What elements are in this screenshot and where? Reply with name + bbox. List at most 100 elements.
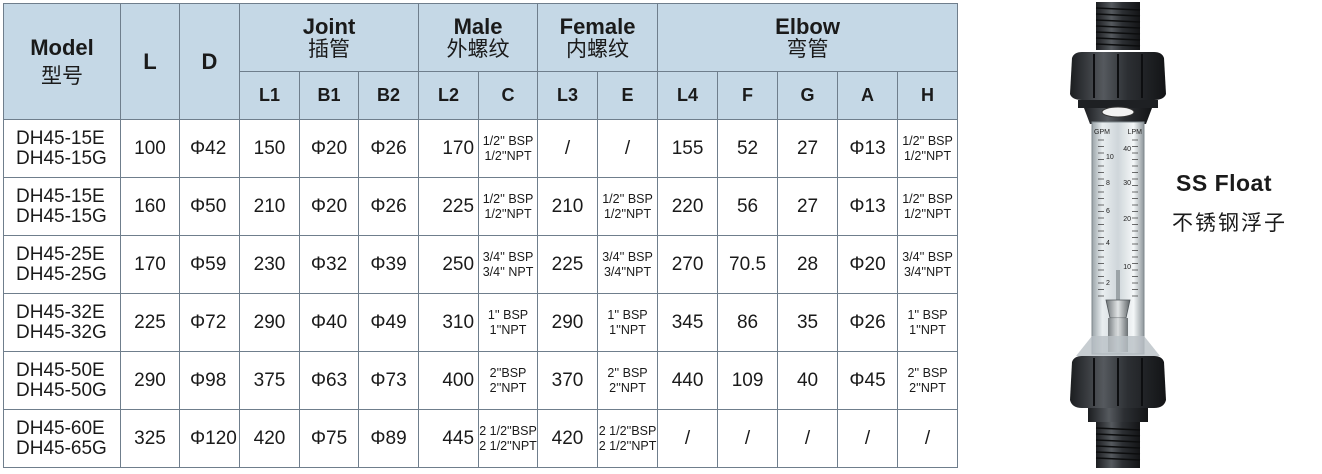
cell-d: Φ72 [179,293,240,352]
lpm-tick-label: 30 [1123,180,1131,187]
brand-badge [1101,106,1135,118]
cell-b2: Φ26 [357,177,420,236]
thread-spec: 1''NPT [609,322,646,337]
model-code: DH45-15G [16,205,107,227]
cell-b1: Φ32 [299,235,359,294]
model-code: DH45-15E [16,127,105,149]
table-row: DH45-15E DH45-15G 100 Φ42 150 Φ20 Φ26 170 1/2'' … [3,119,959,178]
cell-e: 3/4'' BSP 3/4''NPT [597,235,659,294]
cell-b2: Φ26 [357,119,420,178]
header-female-cn: 内螺纹 [566,37,630,61]
model-code: DH45-25G [16,263,107,285]
cell-g: 27 [777,119,839,178]
table-row: DH45-25E DH45-25G 170 Φ59 230 Φ32 Φ39 250 3/4'' … [3,235,959,294]
cell-l4: 270 [657,235,719,294]
header-joint: Joint 插管 [238,3,420,72]
header-female: Female 内螺纹 [537,3,659,72]
header-L2: L2 [418,71,480,120]
cell-model: DH45-15E DH45-15G [3,119,121,178]
cell-b1: Φ40 [299,293,359,352]
spec-table: Model 型号 L D Joint 插管 Male 外螺纹 Female 内螺… [3,3,959,468]
thread-spec: 1'' BSP [907,307,948,322]
thread-spec: 2''BSP [489,365,527,380]
model-code: DH45-32E [16,301,105,323]
cell-l1: 150 [239,119,300,178]
cell-d: Φ59 [179,235,240,294]
cell-b2: Φ89 [357,409,420,468]
flowmeter-image: GPM LPM 10 8 6 4 2 40 30 20 10 [1040,0,1210,469]
flow-scale: GPM LPM 10 8 6 4 2 40 30 20 10 [1094,129,1143,297]
cell-g: / [777,409,839,468]
cell-l1: 230 [239,235,300,294]
model-code: DH45-65G [16,437,107,459]
thread-spec: 3/4''NPT [603,264,652,279]
header-L3: L3 [537,71,599,120]
header-A: A [837,71,899,120]
thread-spec: 1/2''NPT [484,148,532,163]
cell-c: 1'' BSP 1''NPT [478,293,539,352]
header-G: G [777,71,839,120]
cell-h: / [897,409,959,468]
cell-l3: 225 [537,235,599,294]
cell-g: 27 [777,177,839,236]
header-C: C [478,71,539,120]
cell-h: 2'' BSP 2''NPT [897,351,959,410]
spec-table-body: DH45-15E DH45-15G 100 Φ42 150 Φ20 Φ26 170 1/2'' … [3,119,959,468]
thread-spec: 3/4''NPT [903,264,952,279]
header-elbow-en: Elbow [775,13,840,39]
thread-spec: 3/4'' NPT [482,264,534,279]
cell-l4: / [657,409,719,468]
cell-e: / [597,119,659,178]
cell-l: 325 [120,409,180,468]
cell-b1: Φ63 [299,351,359,410]
cell-l1: 210 [239,177,300,236]
cell-model: DH45-15E DH45-15G [3,177,121,236]
thread-spec: 2'' BSP [607,365,648,380]
cell-f: 52 [717,119,779,178]
cell-model: DH45-60E DH45-65G [3,409,121,468]
thread-spec: 1/2''NPT [903,148,952,163]
thread-spec: / [624,137,631,159]
header-female-en: Female [559,13,636,39]
cell-b2: Φ39 [357,235,420,294]
thread-spec: / [924,427,931,449]
product-caption: SS Float 不锈钢浮子 [1172,170,1322,237]
cell-h: 3/4'' BSP 3/4''NPT [897,235,959,294]
thread-spec: 3/4'' BSP [602,249,653,264]
cell-b1: Φ20 [299,119,359,178]
lpm-label: LPM [1128,129,1143,136]
cell-l4: 345 [657,293,719,352]
header-E: E [597,71,659,120]
gpm-tick-label: 8 [1106,180,1110,187]
cell-l1: 420 [239,409,300,468]
thread-spec: 2''NPT [609,380,646,395]
cell-l: 100 [120,119,180,178]
cell-b2: Φ73 [357,351,420,410]
model-code: DH45-50G [16,379,107,401]
thread-spec: 2''NPT [909,380,946,395]
bottom-thread [1095,422,1141,468]
thread-spec: 3/4'' BSP [902,249,953,264]
cell-l: 170 [120,235,180,294]
thread-spec: 1/2''NPT [603,206,652,221]
thread-spec: 1/2''NPT [484,206,532,221]
cell-l4: 220 [657,177,719,236]
cell-c: 3/4'' BSP 3/4'' NPT [478,235,539,294]
ss-float [1105,299,1131,319]
cell-l3: 420 [537,409,599,468]
cell-l2: 225 [418,177,480,236]
header-B1: B1 [299,71,359,120]
cell-g: 40 [777,351,839,410]
model-code: DH45-50E [16,359,105,381]
thread-spec: 1'' BSP [487,307,529,322]
header-elbow: Elbow 弯管 [657,3,959,72]
caption-ss-float-cn: 不锈钢浮子 [1172,212,1287,235]
cell-d: Φ98 [179,351,240,410]
thread-spec: 3/4'' BSP [482,249,534,264]
header-joint-cn: 插管 [308,37,351,61]
thread-spec: 1/2'' BSP [602,191,653,206]
cell-c: 1/2'' BSP 1/2''NPT [478,119,539,178]
cell-a: Φ13 [837,177,899,236]
table-row: DH45-60E DH45-65G 325 Φ120 420 Φ75 Φ89 445 2 1/2… [3,409,959,468]
cell-c: 1/2'' BSP 1/2''NPT [478,177,539,236]
